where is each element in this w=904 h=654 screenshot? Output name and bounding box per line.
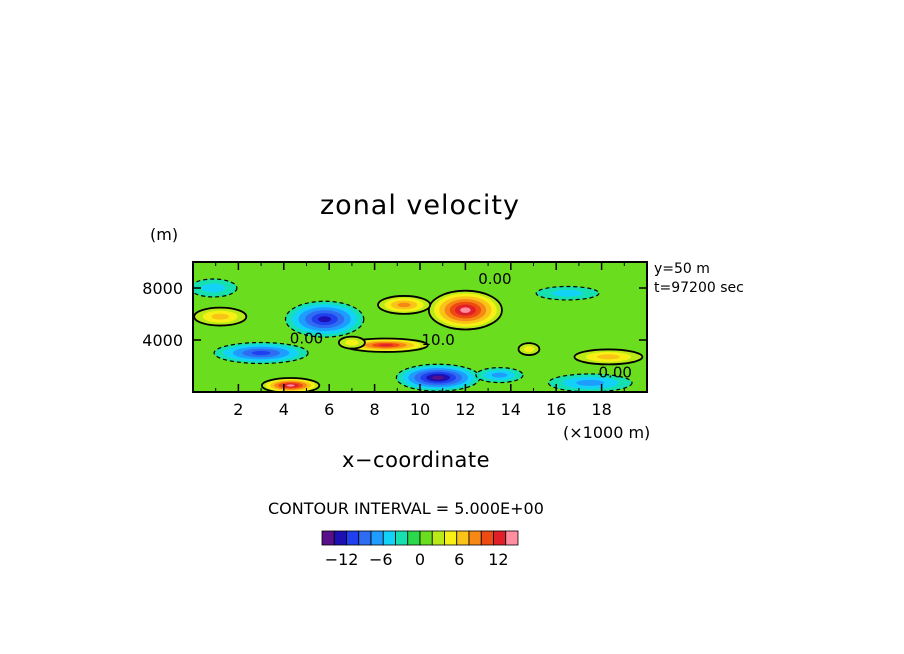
velocity-field <box>193 262 647 392</box>
y-position-text: y=50 m <box>654 261 710 277</box>
contour-label: 10.0 <box>421 331 454 349</box>
velocity-contour-fill <box>201 283 226 293</box>
contour-line <box>213 341 309 365</box>
y-axis-ticks: 4000 8000 <box>142 279 647 350</box>
velocity-feature <box>193 306 248 327</box>
x-tick-label: 10 <box>410 400 430 419</box>
x-tick-label: 4 <box>279 400 289 419</box>
x-tick-label: 12 <box>455 400 475 419</box>
y-axis-unit: (m) <box>150 225 179 244</box>
colorbar-tick-label: 0 <box>415 550 425 569</box>
contour-line <box>377 295 432 315</box>
colorbar-swatch <box>431 530 445 546</box>
x-axis-ticks: 2 4 6 8 10 12 14 16 18 <box>215 262 625 419</box>
contour-line <box>261 377 321 392</box>
contour-line <box>475 367 524 384</box>
velocity-contour-fill <box>460 307 471 313</box>
colorbar-swatch <box>444 530 458 546</box>
x-axis-label: x−coordinate <box>342 448 491 472</box>
velocity-contour-fill <box>318 316 332 323</box>
velocity-contour-fill <box>491 372 508 378</box>
x-tick-label: 14 <box>501 400 521 419</box>
velocity-feature <box>517 342 541 356</box>
chart-title: zonal velocity <box>320 190 520 221</box>
colorbar-swatch <box>419 530 433 546</box>
colorbar-tick-label: −12 <box>325 550 359 569</box>
y-tick-label: 8000 <box>142 279 183 298</box>
velocity-feature <box>284 300 365 338</box>
colorbar-tick-label: −6 <box>369 550 393 569</box>
contour-line <box>573 348 644 366</box>
velocity-contour-fill <box>576 379 605 386</box>
colorbar-swatch <box>321 530 335 546</box>
velocity-feature <box>377 295 432 315</box>
colorbar-swatch <box>480 530 494 546</box>
contour-line <box>517 342 541 356</box>
velocity-feature <box>475 367 524 384</box>
y-tick-label: 4000 <box>142 331 183 350</box>
x-tick-label: 6 <box>324 400 334 419</box>
colorbar-swatch <box>358 530 372 546</box>
velocity-feature <box>573 348 644 366</box>
contour-line <box>284 300 365 338</box>
velocity-feature <box>337 335 366 350</box>
velocity-contour-fill <box>251 350 271 356</box>
contour-label: 0.00 <box>478 270 511 288</box>
colorbar-swatch <box>395 530 409 546</box>
colorbar-swatch <box>382 530 396 546</box>
colorbar-tick-label: 12 <box>488 550 508 569</box>
velocity-feature <box>213 341 309 365</box>
colorbar-tick-label: 6 <box>454 550 464 569</box>
x-tick-label: 16 <box>546 400 566 419</box>
colorbar-swatch <box>468 530 482 546</box>
velocity-contour-fill <box>345 339 359 346</box>
x-axis-unit: (×1000 m) <box>563 423 651 442</box>
velocity-feature <box>395 363 481 392</box>
velocity-contour-fill <box>211 313 229 320</box>
x-tick-label: 2 <box>233 400 243 419</box>
contour-line <box>193 278 238 298</box>
velocity-contour-fill <box>286 384 295 387</box>
velocity-feature <box>193 278 238 298</box>
velocity-feature <box>547 373 633 392</box>
velocity-contour-fill <box>397 302 411 308</box>
x-tick-label: 8 <box>370 400 380 419</box>
contour-interval-text: CONTOUR INTERVAL = 5.000E+00 <box>268 499 544 518</box>
velocity-contour-fill <box>597 354 620 360</box>
time-text: t=97200 sec <box>654 280 744 296</box>
velocity-feature <box>535 285 600 301</box>
contour-line <box>535 285 600 301</box>
velocity-contour-fill <box>432 375 445 380</box>
colorbar-swatch <box>333 530 347 546</box>
contour-label: 0.00 <box>599 364 632 382</box>
colorbar-swatch <box>493 530 507 546</box>
x-tick-label: 18 <box>591 400 611 419</box>
colorbar-swatch <box>407 530 421 546</box>
velocity-feature <box>427 289 503 331</box>
colorbar-swatch <box>505 530 519 546</box>
contour-line <box>337 335 366 350</box>
colorbar-swatch <box>346 530 360 546</box>
contour-label: 0.00 <box>290 330 323 348</box>
contour-line <box>193 306 248 327</box>
colorbar-swatch <box>456 530 470 546</box>
velocity-contour-fill <box>523 346 535 353</box>
contour-line <box>427 289 503 331</box>
colorbar-swatch <box>370 530 384 546</box>
velocity-feature <box>261 377 321 392</box>
colorbar: −12 −6 0 6 12 <box>321 530 519 569</box>
velocity-contour-fill <box>378 344 393 347</box>
velocity-contour-fill <box>551 289 584 297</box>
contour-labels: 0.00 0.00 10.0 0.00 <box>290 270 632 382</box>
